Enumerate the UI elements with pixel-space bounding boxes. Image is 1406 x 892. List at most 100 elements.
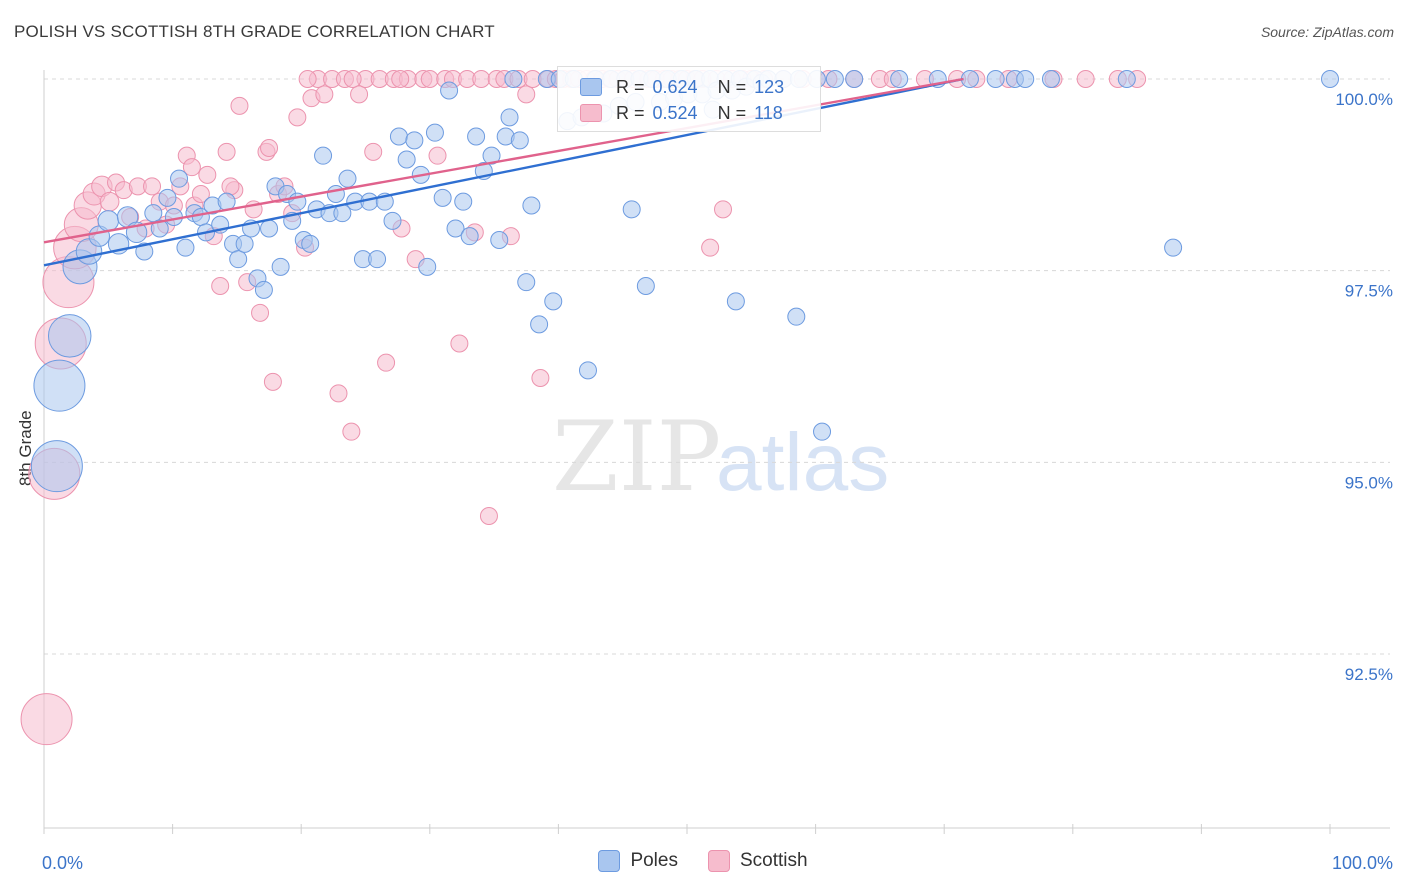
scottish-n-label: N = — [717, 102, 747, 123]
scottish-point — [472, 70, 491, 88]
poles-point — [301, 234, 320, 253]
scottish-point — [450, 334, 469, 353]
poles-point — [30, 440, 83, 493]
scottish-point — [479, 507, 498, 525]
poles-point — [622, 200, 641, 219]
scottish-point — [230, 96, 249, 115]
scottish-point — [143, 177, 162, 196]
poles-point — [845, 70, 864, 88]
poles-point — [1016, 70, 1035, 88]
poles-n-label: N = — [717, 76, 747, 97]
legend-poles-label: Poles — [630, 850, 678, 871]
poles-point — [578, 361, 597, 380]
poles-point — [338, 169, 357, 188]
poles-point — [787, 307, 806, 326]
scottish-point — [517, 85, 536, 104]
poles-point — [254, 280, 273, 299]
poles-point — [726, 292, 745, 311]
scottish-point — [714, 200, 733, 219]
scottish-point — [342, 422, 361, 441]
poles-point — [433, 188, 452, 207]
poles-point — [454, 192, 473, 211]
poles-point — [135, 242, 154, 261]
poles-point — [1164, 238, 1183, 257]
scottish-point — [315, 85, 334, 104]
legend-scottish-swatch — [707, 850, 730, 872]
poles-point — [326, 185, 345, 203]
poles-n-value: 123 — [754, 76, 785, 97]
poles-point — [47, 314, 92, 358]
scottish-point — [198, 165, 217, 184]
scottish-point — [182, 158, 201, 177]
poles-point — [544, 292, 563, 311]
scottish-point — [20, 693, 73, 746]
poles-point — [510, 131, 529, 150]
y-tick-label: 97.5% — [1345, 282, 1393, 301]
poles-r-label: R = — [616, 76, 645, 97]
poles-point — [418, 257, 437, 276]
scottish-point — [217, 142, 236, 161]
correlation-legend: R = 0.624 N = 123 R = 0.524 N = 118 — [557, 66, 821, 132]
poles-point — [425, 123, 444, 142]
y-tick-label: 95.0% — [1345, 473, 1393, 492]
poles-point — [314, 146, 333, 165]
scottish-swatch — [580, 104, 602, 122]
series-legend: Poles Scottish — [0, 850, 1406, 872]
poles-point — [986, 70, 1005, 88]
poles-point — [158, 188, 177, 207]
scottish-point — [191, 185, 210, 203]
scottish-point — [343, 70, 362, 88]
tick-labels: 100.0% 97.5% 95.0% 92.5% 0.0% 100.0% — [42, 90, 1393, 873]
poles-swatch — [580, 78, 602, 96]
legend-row-scottish: R = 0.524 N = 118 — [580, 101, 783, 125]
poles-point — [482, 146, 501, 165]
poles-point — [170, 169, 189, 188]
legend-scottish-label: Scottish — [739, 850, 808, 871]
poles-r-value: 0.624 — [652, 76, 698, 97]
poles-point — [97, 210, 120, 232]
poles-point — [1117, 70, 1136, 88]
chart-title: POLISH VS SCOTTISH 8TH GRADE CORRELATION… — [14, 22, 495, 41]
scottish-point — [288, 108, 307, 127]
poles-point — [383, 211, 402, 230]
scottish-point — [350, 85, 369, 104]
poles-point — [271, 257, 290, 276]
scottish-r-value: 0.524 — [652, 102, 698, 123]
poles-point — [890, 70, 909, 88]
source-label: Source: ZipAtlas.com — [1260, 24, 1394, 40]
poles-point — [176, 238, 195, 257]
poles-point — [500, 108, 519, 127]
gridlines — [44, 78, 1390, 655]
poles-point — [636, 277, 655, 295]
poles-point — [467, 127, 486, 146]
scottish-point — [701, 238, 720, 257]
legend-item-poles[interactable]: Poles — [598, 850, 678, 872]
scottish-point — [428, 146, 447, 165]
poles-point — [235, 234, 254, 253]
x-tick-label-max: 100.0% — [1332, 853, 1393, 873]
poles-point — [522, 196, 541, 215]
poles-point — [504, 70, 523, 88]
scottish-point — [251, 303, 270, 322]
scottish-point — [420, 70, 439, 88]
poles-point — [440, 81, 459, 100]
scottish-point — [211, 277, 230, 295]
scottish-n-value: 118 — [754, 102, 783, 123]
poles-point — [405, 131, 424, 150]
scottish-point — [364, 142, 383, 161]
scottish-point — [1076, 70, 1095, 88]
scottish-point — [298, 70, 317, 88]
scottish-point — [531, 369, 550, 387]
legend-item-scottish[interactable]: Scottish — [707, 850, 808, 872]
legend-poles-swatch — [598, 850, 621, 872]
poles-point — [1041, 70, 1060, 88]
scottish-point — [99, 191, 120, 212]
scottish-r-label: R = — [616, 102, 645, 123]
poles-point — [229, 250, 248, 269]
poles-point — [260, 219, 279, 238]
scottish-point — [329, 384, 348, 403]
poles-point — [446, 219, 465, 238]
x-tick-label-min: 0.0% — [42, 853, 83, 873]
poles-point — [530, 315, 549, 334]
